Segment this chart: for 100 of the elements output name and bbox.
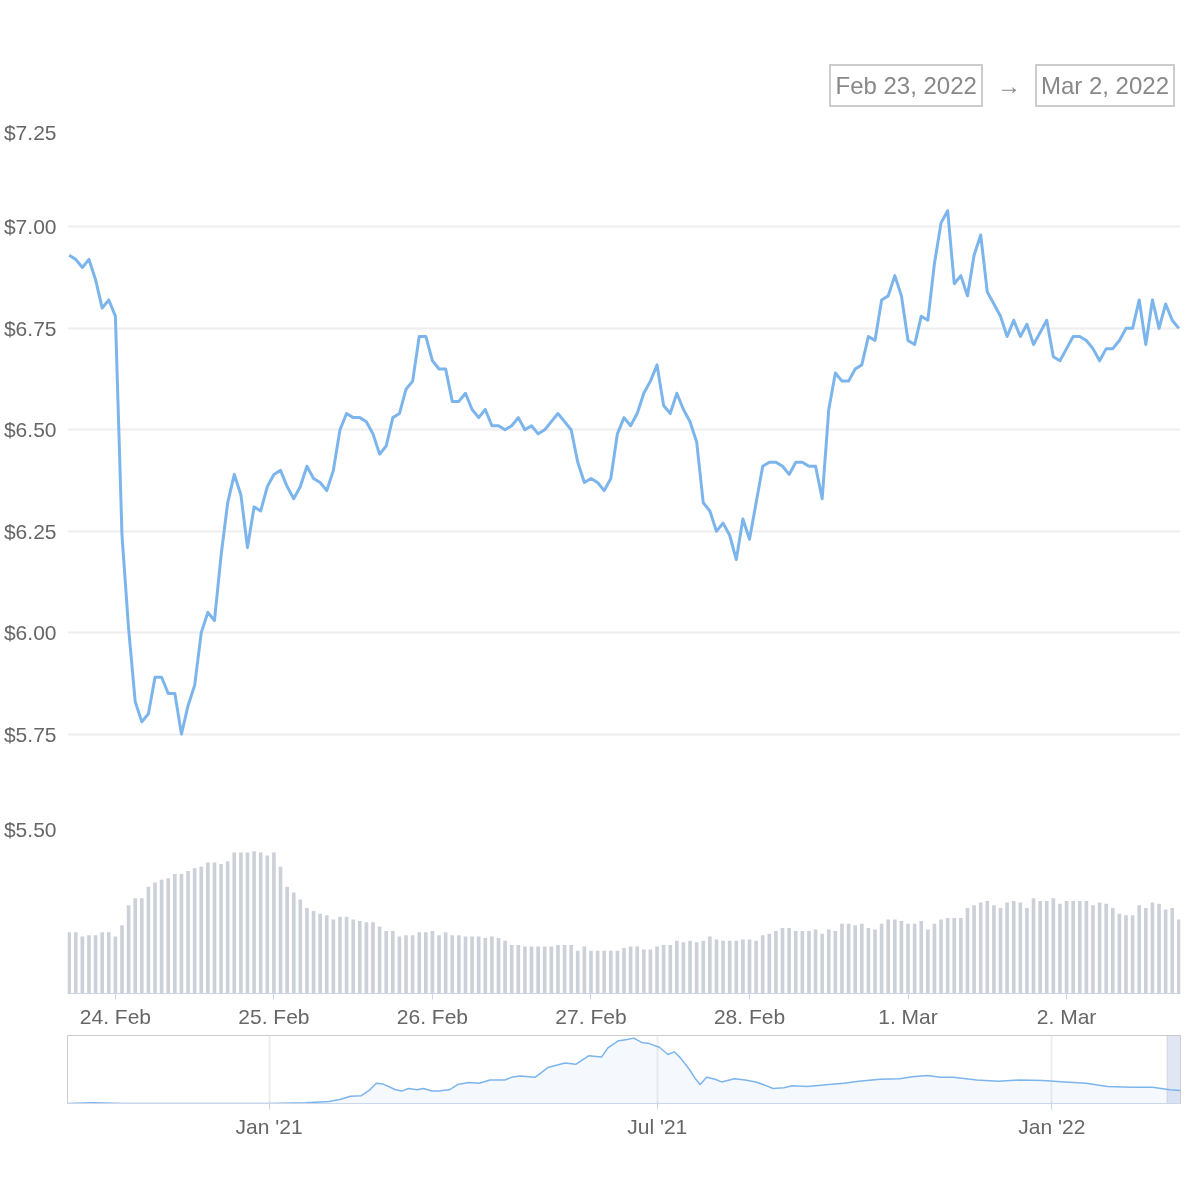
- bar: [265, 855, 270, 994]
- bar: [166, 878, 171, 994]
- text: Feb 23, 2022: [829, 64, 983, 107]
- bar: [437, 935, 441, 994]
- bar: [338, 916, 342, 994]
- bar: [575, 950, 580, 994]
- bar: [708, 936, 712, 994]
- bar: [1091, 905, 1095, 994]
- bar: [893, 919, 897, 994]
- bar: [219, 864, 223, 994]
- bar: [1044, 901, 1049, 994]
- x-tick-label: Jul '21: [627, 1114, 688, 1138]
- bar: [919, 920, 924, 994]
- bar: [1137, 905, 1142, 994]
- bar: [859, 923, 864, 994]
- bar: [642, 949, 646, 994]
- text: Mar 2, 2022: [1034, 64, 1175, 107]
- bar: [503, 940, 507, 994]
- bar: [807, 930, 811, 994]
- y-tick-label: $7.00: [3, 215, 57, 239]
- bar: [826, 929, 831, 994]
- bar: [906, 923, 910, 994]
- bar: [727, 940, 732, 994]
- bar: [523, 946, 527, 994]
- bar: [1110, 908, 1115, 994]
- bar: [774, 930, 778, 994]
- bar: [556, 945, 560, 994]
- bar: [1144, 908, 1148, 994]
- bar: [622, 947, 626, 994]
- bar: [926, 929, 930, 994]
- y-tick-label: $5.75: [3, 722, 57, 746]
- bar: [1157, 903, 1161, 994]
- bar: [1124, 915, 1128, 994]
- bar: [133, 898, 138, 994]
- bar: [688, 940, 692, 994]
- y-tick-label: $6.25: [3, 519, 57, 543]
- bar: [206, 862, 210, 994]
- y-tick-label: $7.25: [3, 120, 57, 144]
- bar: [959, 918, 963, 994]
- bar: [985, 901, 990, 994]
- bar: [602, 950, 606, 994]
- bar: [741, 939, 745, 994]
- bar: [754, 940, 758, 994]
- bar: [73, 932, 78, 994]
- bar: [239, 852, 243, 994]
- bar: [483, 938, 488, 994]
- bar: [952, 918, 957, 994]
- bar: [1077, 901, 1082, 994]
- x-tick-label: Jan '21: [235, 1114, 303, 1138]
- bar: [1071, 901, 1075, 994]
- x-tick-label: 2. Mar: [1036, 1004, 1097, 1028]
- bar: [351, 919, 355, 994]
- y-tick-label: $6.50: [3, 418, 57, 442]
- bar: [457, 935, 461, 994]
- x-tick-label: 24. Feb: [79, 1004, 151, 1028]
- bar: [760, 935, 765, 994]
- bar: [417, 932, 422, 994]
- bar: [1011, 901, 1016, 994]
- bar: [939, 919, 943, 994]
- bar: [542, 946, 547, 994]
- bar: [701, 940, 706, 994]
- bar: [886, 919, 891, 994]
- bar: [1005, 902, 1009, 994]
- bar: [424, 932, 428, 994]
- bar: [470, 936, 474, 994]
- x-tick-label: 25. Feb: [238, 1004, 310, 1028]
- bar: [992, 905, 996, 994]
- bar: [721, 940, 725, 994]
- bar: [291, 892, 296, 994]
- bar: [391, 930, 395, 994]
- bar: [186, 871, 190, 994]
- y-tick-label: $5.50: [3, 817, 57, 841]
- bar: [120, 925, 124, 994]
- bar: [252, 851, 256, 994]
- text: →: [996, 72, 1021, 99]
- bar: [199, 866, 204, 994]
- bar: [106, 932, 111, 994]
- bar: [608, 950, 613, 994]
- bar: [853, 925, 857, 994]
- x-tick-label: 27. Feb: [555, 1004, 627, 1028]
- bar: [972, 905, 976, 994]
- bar: [793, 930, 798, 994]
- y-tick-label: $6.75: [3, 316, 57, 340]
- bar: [1058, 903, 1062, 994]
- bar: [978, 902, 983, 994]
- bar: [384, 930, 389, 994]
- bar: [668, 945, 673, 994]
- bar: [173, 873, 177, 994]
- bar: [569, 945, 573, 994]
- bar: [285, 886, 289, 994]
- bar: [371, 922, 375, 994]
- x-tick-label: 1. Mar: [878, 1004, 938, 1028]
- bar: [232, 852, 237, 994]
- bar: [450, 935, 455, 994]
- bar: [1038, 901, 1042, 994]
- bar: [1104, 903, 1109, 994]
- bar: [635, 946, 640, 994]
- bar: [655, 946, 659, 994]
- bar: [87, 935, 91, 994]
- bar: [258, 852, 263, 994]
